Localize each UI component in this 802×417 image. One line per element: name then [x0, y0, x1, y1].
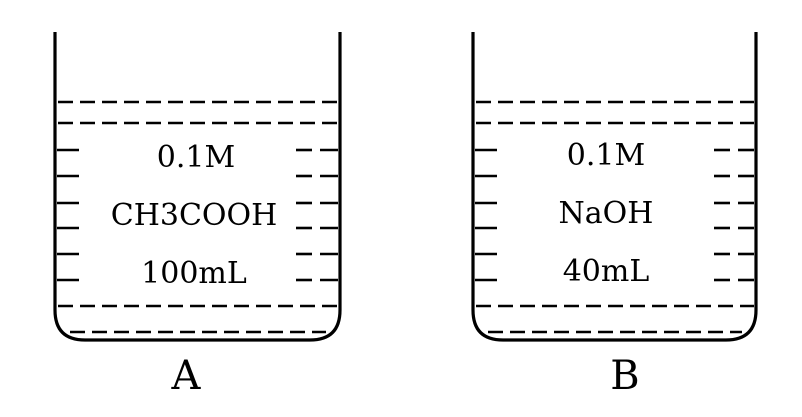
beaker-b: 0.1M NaOH 40mL B — [471, 32, 758, 399]
beaker-b-label: B — [610, 353, 639, 399]
beaker-a-label: A — [171, 353, 202, 399]
beaker-b-outline — [471, 32, 758, 342]
beaker-b-solute: NaOH — [559, 196, 654, 231]
beaker-a: 0.1M CH3COOH 100mL A — [53, 32, 342, 399]
beaker-a-concentration: 0.1M — [157, 140, 235, 175]
beaker-b-concentration: 0.1M — [567, 138, 645, 173]
beaker-b-left-ticks — [475, 148, 497, 282]
beaker-a-solute: CH3COOH — [111, 198, 278, 233]
beaker-b-volume: 40mL — [563, 254, 650, 289]
beaker-a-left-ticks — [57, 148, 79, 282]
beaker-a-volume: 100mL — [141, 256, 247, 291]
beaker-a-right-ticks — [296, 148, 338, 282]
beaker-b-right-ticks — [714, 148, 754, 282]
beaker-a-outline — [53, 32, 342, 342]
